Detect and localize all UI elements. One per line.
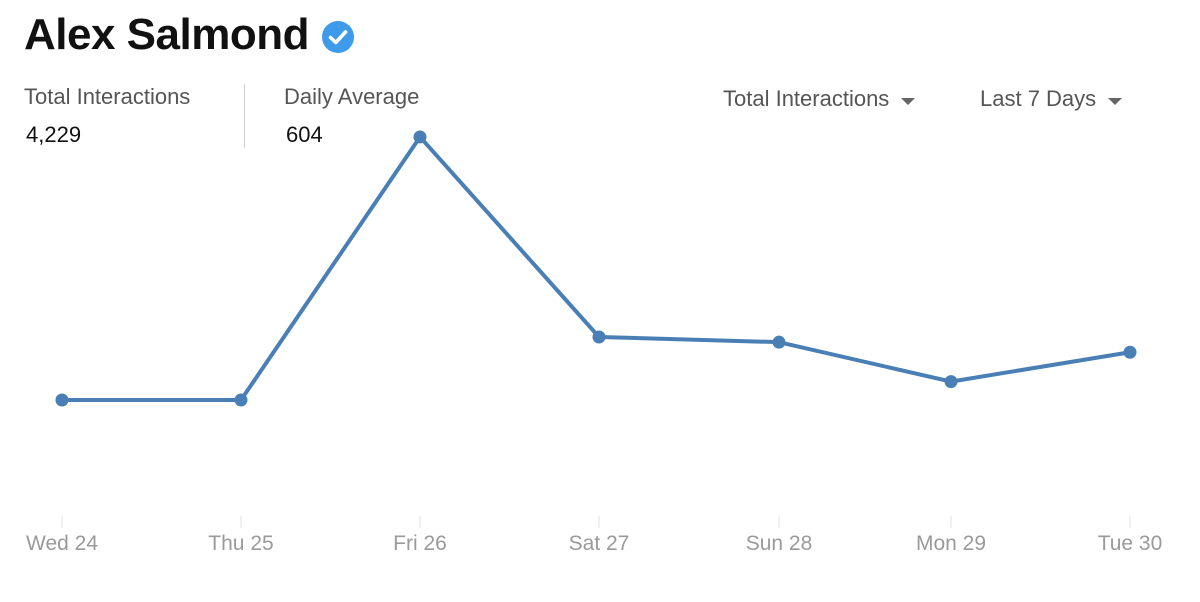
page-title: Alex Salmond [24, 10, 309, 59]
stat-divider [244, 84, 245, 148]
caret-down-icon [1108, 97, 1123, 105]
x-tick-label: Sun 28 [746, 532, 813, 555]
data-point[interactable] [592, 330, 606, 344]
x-tick-label: Tue 30 [1098, 532, 1163, 555]
profile-header: Alex Salmond [24, 10, 355, 60]
data-point[interactable] [1123, 345, 1137, 359]
x-tick-label: Thu 25 [208, 532, 273, 555]
data-point[interactable] [944, 375, 958, 389]
date-range-dropdown-label: Last 7 Days [980, 86, 1097, 111]
stat-value: 4,229 [26, 122, 82, 147]
caret-down-icon [901, 97, 916, 105]
metric-dropdown-label: Total Interactions [723, 86, 890, 111]
daily-average-stat: Daily Average 604 [284, 84, 419, 148]
metric-dropdown[interactable]: Total Interactions [723, 86, 916, 112]
series-line [62, 134, 1131, 403]
x-tick-label: Sat 27 [569, 532, 630, 555]
data-point[interactable] [55, 393, 69, 407]
stat-value: 604 [286, 122, 323, 147]
x-tick-label: Fri 26 [393, 532, 447, 555]
x-tick-label: Wed 24 [26, 532, 98, 555]
total-interactions-stat: Total Interactions 4,229 [24, 84, 190, 148]
data-point[interactable] [772, 335, 786, 349]
verified-badge-icon [321, 21, 354, 53]
data-point[interactable] [413, 130, 427, 144]
data-point[interactable] [234, 393, 248, 407]
stat-label: Total Interactions [24, 84, 191, 109]
date-range-dropdown[interactable]: Last 7 Days [980, 86, 1123, 112]
x-tick-label: Mon 29 [916, 532, 986, 555]
stat-label: Daily Average [284, 84, 420, 109]
